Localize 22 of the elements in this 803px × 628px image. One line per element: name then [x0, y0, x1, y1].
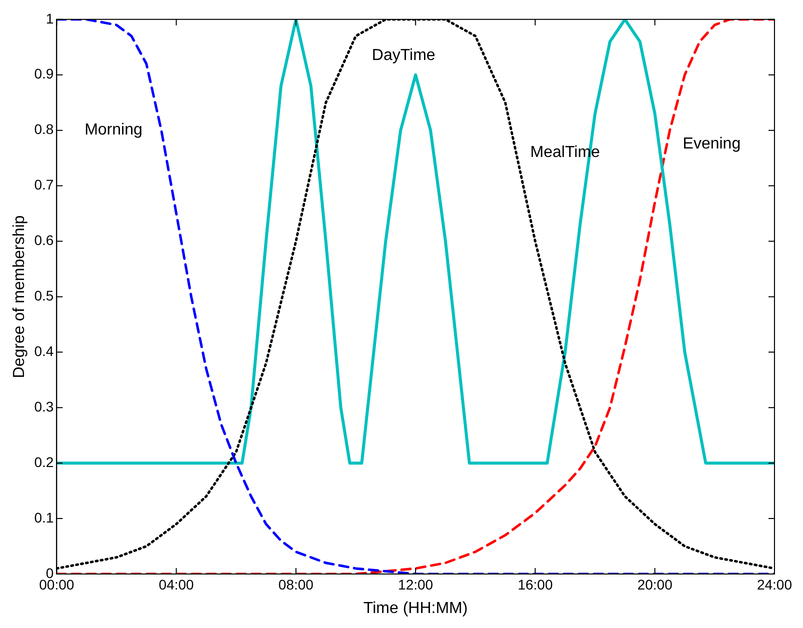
- y-tick-label: 0.5: [34, 288, 54, 304]
- y-tick-label: 0.4: [34, 343, 54, 360]
- y-tick-label: 0.9: [34, 66, 54, 82]
- y-axis-title: Degree of membership: [11, 215, 28, 378]
- x-axis-title: Time (HH:MM): [363, 600, 468, 617]
- x-tick-label: 20:00: [637, 576, 673, 592]
- x-tick-label: 04:00: [158, 576, 194, 592]
- y-tick-label: 0: [46, 564, 54, 581]
- series-label: Evening: [682, 136, 741, 153]
- series-label: Morning: [84, 122, 142, 139]
- x-tick-label: 12:00: [398, 576, 434, 592]
- x-tick-label: 24:00: [756, 576, 792, 592]
- y-tick-label: 0.7: [34, 176, 54, 193]
- y-tick-label: 0.1: [34, 509, 54, 526]
- y-tick-label: 0.3: [34, 398, 54, 414]
- series-label: DayTime: [372, 46, 436, 64]
- y-tick-label: 1: [46, 10, 54, 26]
- x-tick-label: 08:00: [278, 576, 314, 592]
- y-tick-label: 0.2: [34, 454, 54, 470]
- x-tick-label: 16:00: [518, 576, 553, 592]
- y-tick-label: 0.8: [34, 121, 54, 138]
- y-tick-label: 0.6: [34, 232, 54, 248]
